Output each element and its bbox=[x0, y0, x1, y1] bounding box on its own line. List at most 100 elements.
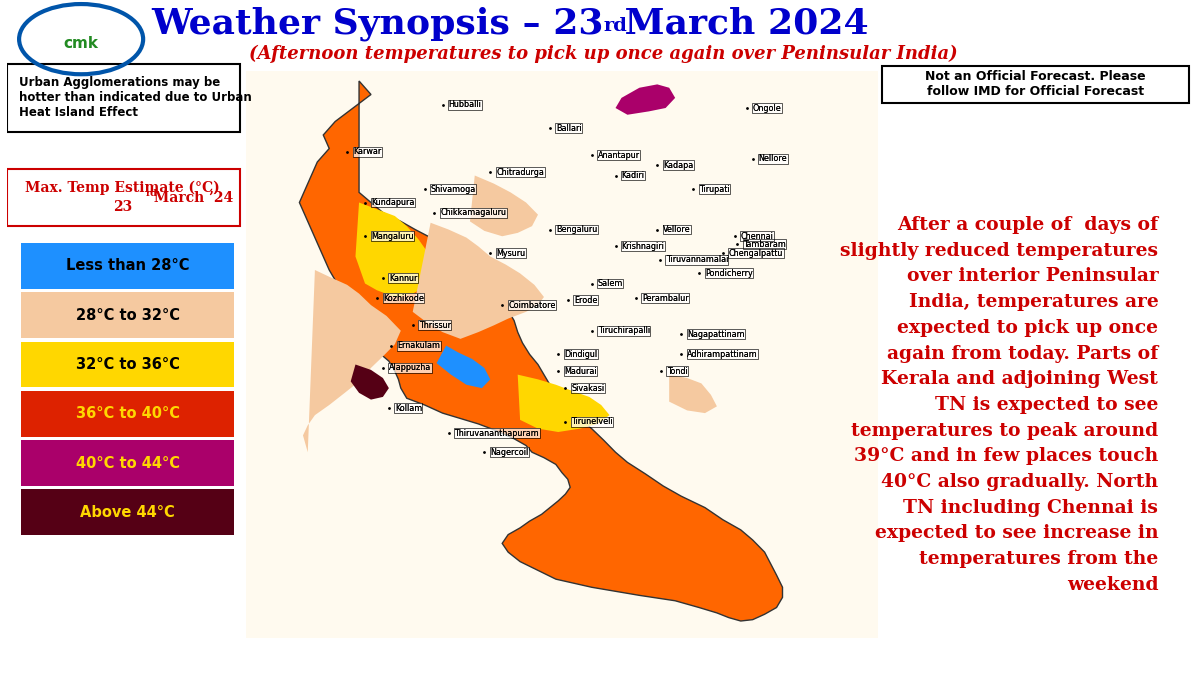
Text: Bengaluru: Bengaluru bbox=[556, 225, 598, 234]
Polygon shape bbox=[350, 365, 389, 399]
Text: Tirupati: Tirupati bbox=[700, 184, 730, 193]
Text: Perambalur: Perambalur bbox=[642, 294, 689, 303]
Text: Karwar: Karwar bbox=[353, 147, 382, 156]
Text: 28°C to 32°C: 28°C to 32°C bbox=[76, 307, 180, 323]
Text: Tiruvannamalai: Tiruvannamalai bbox=[666, 256, 728, 265]
Text: Chennai: Chennai bbox=[740, 231, 774, 240]
Text: Tondi: Tondi bbox=[667, 367, 688, 376]
Text: Urban Agglomerations may be
hotter than indicated due to Urban
Heat Island Effec: Urban Agglomerations may be hotter than … bbox=[19, 77, 252, 120]
Text: Chengalpattu: Chengalpattu bbox=[728, 249, 784, 258]
Text: Mangaluru: Mangaluru bbox=[371, 231, 414, 240]
Text: Coimbatore: Coimbatore bbox=[508, 301, 556, 310]
Text: Pondicherry: Pondicherry bbox=[704, 269, 752, 278]
Bar bbox=[22, 489, 234, 536]
Text: rd: rd bbox=[604, 17, 628, 35]
Bar bbox=[22, 440, 234, 486]
Text: Not an Official Forecast. Please
follow IMD for Official Forecast: Not an Official Forecast. Please follow … bbox=[925, 70, 1146, 98]
Text: Ballari: Ballari bbox=[556, 124, 582, 133]
Text: After a couple of  days of
slightly reduced temperatures
over interior Peninsula: After a couple of days of slightly reduc… bbox=[840, 216, 1158, 594]
Text: Kozhikode: Kozhikode bbox=[383, 294, 424, 303]
Text: Kadapa: Kadapa bbox=[664, 161, 694, 170]
Text: Chikkamagaluru: Chikkamagaluru bbox=[440, 208, 506, 217]
Text: Anantapur: Anantapur bbox=[598, 151, 640, 160]
Text: Sivakasi: Sivakasi bbox=[571, 384, 605, 392]
Text: Chitradurga: Chitradurga bbox=[497, 168, 544, 177]
Text: Salem: Salem bbox=[598, 279, 623, 288]
Text: Nellore: Nellore bbox=[758, 154, 787, 163]
Text: Kollam: Kollam bbox=[395, 404, 422, 413]
Text: Shivamoga: Shivamoga bbox=[431, 184, 476, 193]
Polygon shape bbox=[437, 346, 491, 388]
Text: Chikkamagaluru: Chikkamagaluru bbox=[440, 208, 506, 217]
Text: Ongole: Ongole bbox=[752, 104, 781, 113]
Text: Mysuru: Mysuru bbox=[497, 249, 526, 258]
Polygon shape bbox=[670, 375, 716, 413]
Text: Mysuru: Mysuru bbox=[497, 249, 526, 258]
Text: Thrissur: Thrissur bbox=[419, 321, 451, 330]
Text: Nagercoil: Nagercoil bbox=[491, 448, 528, 457]
Text: Chengalpattu: Chengalpattu bbox=[728, 249, 784, 258]
Text: rd: rd bbox=[145, 189, 157, 198]
Polygon shape bbox=[470, 176, 538, 236]
Text: Kozhikode: Kozhikode bbox=[383, 294, 424, 303]
Text: Kadapa: Kadapa bbox=[664, 161, 694, 170]
FancyBboxPatch shape bbox=[7, 169, 240, 226]
Text: Adhirampattinam: Adhirampattinam bbox=[688, 350, 758, 359]
Text: Alappuzha: Alappuzha bbox=[389, 363, 431, 372]
Text: Chitradurga: Chitradurga bbox=[497, 168, 544, 177]
Text: Krishnagiri: Krishnagiri bbox=[622, 242, 665, 251]
Text: Thiruvananthapuram: Thiruvananthapuram bbox=[455, 429, 539, 438]
Text: Ernakulam: Ernakulam bbox=[397, 341, 440, 350]
Text: Kadiri: Kadiri bbox=[622, 171, 644, 180]
Text: Hubballi: Hubballi bbox=[449, 100, 481, 109]
Text: Adhirampattinam: Adhirampattinam bbox=[688, 350, 758, 359]
Text: Perambalur: Perambalur bbox=[642, 294, 689, 303]
Text: Kundapura: Kundapura bbox=[371, 198, 414, 207]
Text: Shivamoga: Shivamoga bbox=[431, 184, 476, 193]
Text: Ballari: Ballari bbox=[556, 124, 582, 133]
Text: Ongole: Ongole bbox=[752, 104, 781, 113]
Text: March 2024: March 2024 bbox=[612, 7, 869, 41]
Text: Tambaram: Tambaram bbox=[743, 240, 786, 249]
Text: Kollam: Kollam bbox=[395, 404, 422, 413]
Text: Tirunelveli: Tirunelveli bbox=[571, 417, 613, 426]
Text: cmk: cmk bbox=[64, 37, 98, 51]
Polygon shape bbox=[413, 223, 544, 339]
Bar bbox=[22, 391, 234, 437]
Text: Mangaluru: Mangaluru bbox=[371, 231, 414, 240]
Text: Nagercoil: Nagercoil bbox=[491, 448, 528, 457]
Text: Kannur: Kannur bbox=[389, 274, 418, 283]
Text: Bengaluru: Bengaluru bbox=[556, 225, 598, 234]
Text: Tiruchirapalli: Tiruchirapalli bbox=[598, 326, 649, 335]
Text: Vellore: Vellore bbox=[664, 225, 691, 234]
Text: Hubballi: Hubballi bbox=[449, 100, 481, 109]
Text: Kadiri: Kadiri bbox=[622, 171, 644, 180]
Text: Krishnagiri: Krishnagiri bbox=[622, 242, 665, 251]
Text: Weather Synopsis – 23: Weather Synopsis – 23 bbox=[151, 6, 604, 41]
Text: Coimbatore: Coimbatore bbox=[508, 301, 556, 310]
Text: Tirunelveli: Tirunelveli bbox=[571, 417, 613, 426]
Text: Pondicherry: Pondicherry bbox=[704, 269, 752, 278]
FancyBboxPatch shape bbox=[7, 64, 240, 131]
Text: Max. Temp Estimate (°C)
23: Max. Temp Estimate (°C) 23 bbox=[25, 180, 221, 214]
Text: Kannur: Kannur bbox=[389, 274, 418, 283]
FancyBboxPatch shape bbox=[882, 66, 1189, 103]
Bar bbox=[246, 71, 878, 638]
Text: Vellore: Vellore bbox=[664, 225, 691, 234]
Polygon shape bbox=[517, 375, 610, 432]
Text: Less than 28°C: Less than 28°C bbox=[66, 258, 190, 274]
Text: Madurai: Madurai bbox=[564, 367, 596, 376]
Text: March ’24: March ’24 bbox=[149, 191, 233, 205]
Text: Ernakulam: Ernakulam bbox=[397, 341, 440, 350]
Text: 36°C to 40°C: 36°C to 40°C bbox=[76, 406, 180, 422]
Bar bbox=[22, 292, 234, 338]
Text: Tirupati: Tirupati bbox=[700, 184, 730, 193]
Text: Nagapattinam: Nagapattinam bbox=[688, 330, 745, 339]
Text: Sivakasi: Sivakasi bbox=[571, 384, 605, 392]
Text: Madurai: Madurai bbox=[564, 367, 596, 376]
Text: Kundapura: Kundapura bbox=[371, 198, 414, 207]
Text: Dindigul: Dindigul bbox=[564, 350, 598, 359]
Text: Erode: Erode bbox=[574, 296, 598, 305]
Text: Karwar: Karwar bbox=[353, 147, 382, 156]
Text: Salem: Salem bbox=[598, 279, 623, 288]
